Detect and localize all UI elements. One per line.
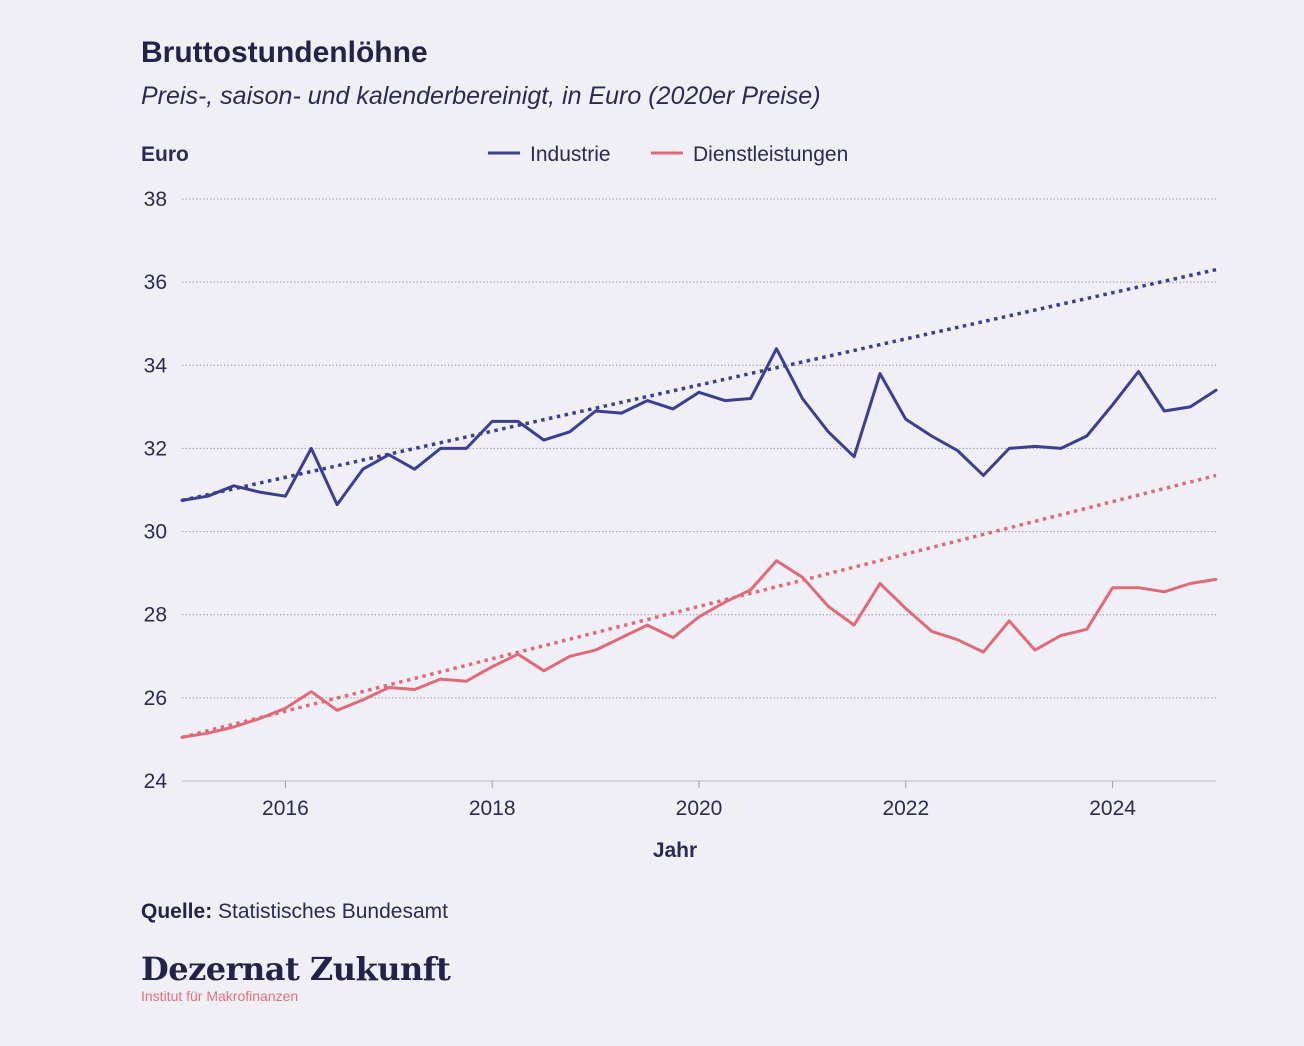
line-chart: Euro Industrie Dienstleistungen 24 26 28 30… (141, 143, 1218, 862)
trend-line-dienstleistungen (181, 473, 1217, 740)
legend-label-industrie: Industrie (530, 143, 611, 166)
y-tick-labels: 24 26 28 30 32 34 36 38 (144, 188, 168, 793)
y-tick-label: 34 (144, 354, 168, 377)
y-tick-label: 28 (144, 604, 167, 627)
series-lines (180, 347, 1218, 739)
source-note: Quelle: Statistisches Bundesamt (141, 900, 448, 924)
y-axis-label: Euro (141, 143, 189, 166)
grid-lines (182, 198, 1216, 782)
brand-name: Dezernat Zukunft (141, 950, 451, 988)
y-tick-label: 30 (144, 521, 167, 544)
trend-line-industrie (181, 267, 1217, 503)
y-tick-label: 36 (144, 271, 167, 294)
brand-logo: Dezernat Zukunft Institut für Makrofinan… (141, 950, 451, 1004)
chart-subtitle: Preis-, saison- und kalenderbereinigt, i… (141, 82, 821, 110)
brand-subtitle: Institut für Makrofinanzen (141, 988, 299, 1004)
source-label: Quelle: (141, 900, 213, 923)
x-tick-label: 2022 (882, 797, 929, 820)
x-tick-label: 2020 (676, 797, 723, 820)
x-tick-labels: 2016 2018 2020 2022 2024 (262, 781, 1136, 820)
series-line-industrie (180, 347, 1218, 507)
chart-title: Bruttostundenlöhne (141, 36, 428, 69)
x-tick-label: 2018 (469, 797, 516, 820)
x-tick-label: 2024 (1089, 797, 1136, 820)
trend-lines (181, 267, 1217, 740)
x-axis-label: Jahr (653, 839, 697, 862)
legend-label-dienstleistungen: Dienstleistungen (693, 143, 848, 166)
source-text: Statistisches Bundesamt (218, 900, 448, 923)
series-line-dienstleistungen (180, 559, 1218, 739)
y-tick-label: 24 (144, 770, 168, 793)
y-tick-label: 38 (144, 188, 167, 211)
legend: Industrie Dienstleistungen (488, 143, 848, 166)
y-tick-label: 32 (144, 437, 167, 460)
x-tick-label: 2016 (262, 797, 309, 820)
y-tick-label: 26 (144, 687, 167, 710)
